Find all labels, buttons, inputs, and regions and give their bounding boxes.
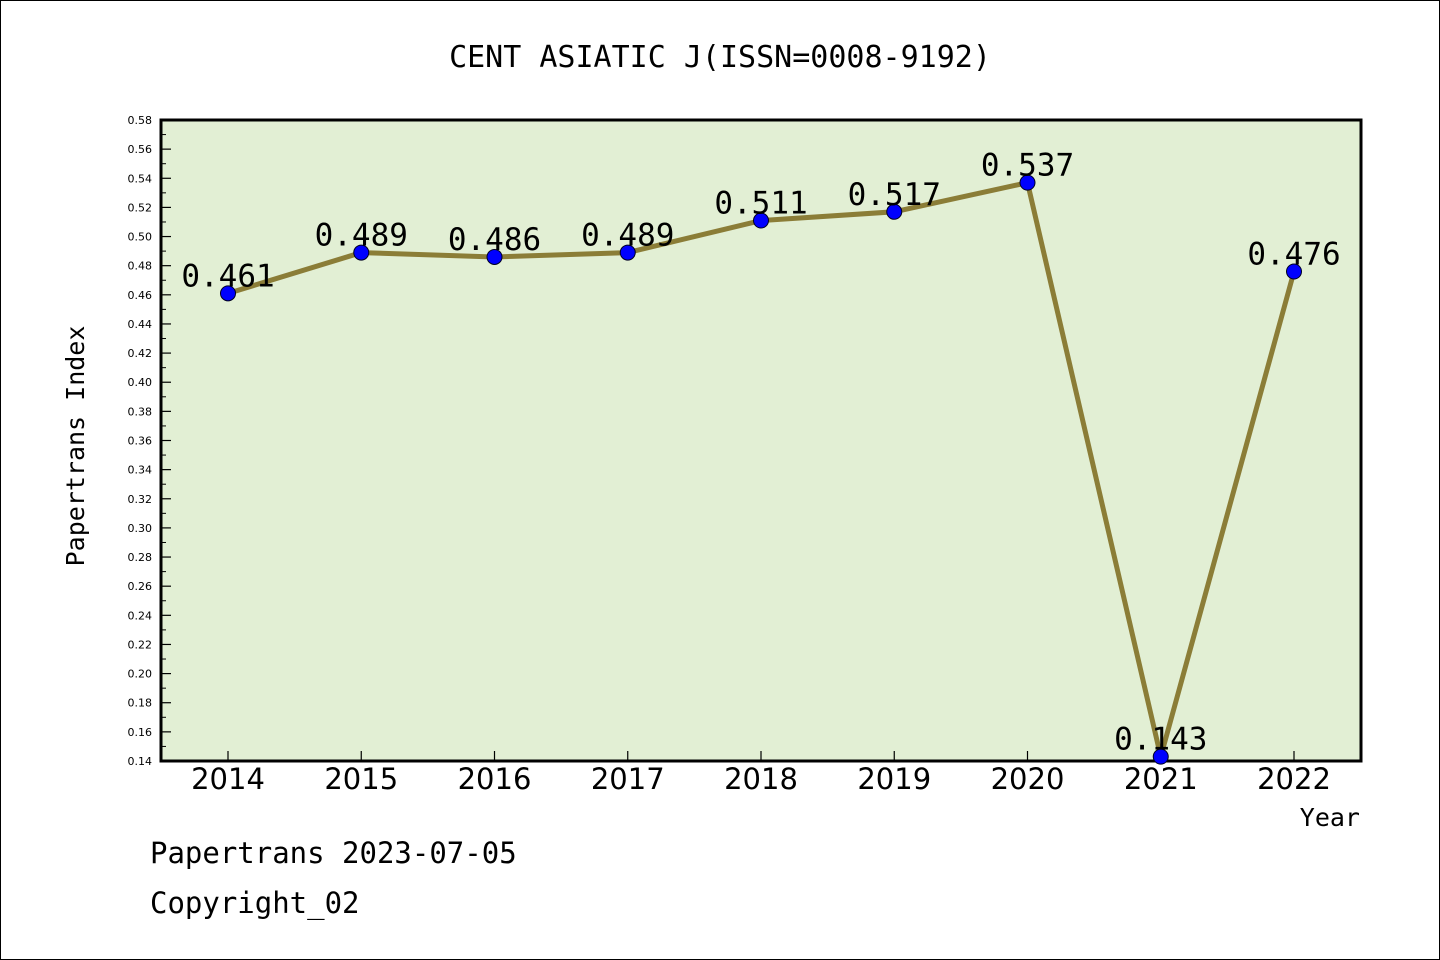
y-tick-label: 0.46 — [128, 289, 153, 302]
chart-title: CENT ASIATIC J(ISSN=0008-9192) — [449, 40, 991, 75]
y-axis: 0.14 0.16 0.18 0.20 0.22 0.24 0.26 0.28 0.30 0.32… — [128, 114, 171, 768]
y-tick-label: 0.28 — [128, 551, 153, 564]
y-tick-label: 0.50 — [128, 231, 153, 244]
data-label: 0.511 — [714, 186, 807, 222]
y-tick-label: 0.34 — [128, 464, 153, 477]
data-label: 0.489 — [315, 218, 408, 254]
footer-copyright: Copyright_02 — [150, 886, 360, 920]
x-axis: 2014 2015 2016 2017 2018 2019 2020 2021 2022 — [191, 751, 1331, 796]
y-tick-label: 0.38 — [128, 405, 153, 418]
y-tick-label: 0.16 — [128, 726, 153, 739]
x-tick-label: 2016 — [458, 762, 532, 796]
x-tick-label: 2021 — [1124, 762, 1198, 796]
data-point — [753, 212, 769, 229]
data-label: 0.517 — [848, 177, 941, 213]
data-label: 0.486 — [448, 222, 541, 258]
data-point — [1152, 748, 1169, 765]
data-label: 0.476 — [1247, 237, 1340, 273]
data-point — [220, 285, 236, 302]
y-tick-label: 0.14 — [128, 755, 153, 768]
x-tick-label: 2020 — [991, 762, 1065, 796]
data-point — [1286, 263, 1302, 280]
data-labels: 0.461 0.489 0.486 0.489 0.511 0.517 0.537 0.143… — [181, 148, 1340, 758]
y-tick-label: 0.40 — [128, 376, 153, 389]
data-label: 0.537 — [981, 148, 1074, 184]
y-tick-label: 0.56 — [128, 143, 153, 156]
x-tick-label: 2018 — [724, 762, 798, 796]
data-point — [619, 244, 636, 261]
y-tick-label: 0.58 — [128, 114, 153, 127]
y-tick-label: 0.36 — [128, 435, 153, 448]
y-tick-label: 0.54 — [128, 172, 153, 185]
x-tick-label: 2015 — [324, 762, 398, 796]
y-tick-label: 0.18 — [128, 697, 153, 710]
data-label: 0.489 — [581, 218, 674, 254]
data-point — [353, 244, 370, 261]
y-tick-label: 0.20 — [128, 668, 153, 681]
data-points — [220, 174, 1302, 765]
y-tick-label: 0.22 — [128, 638, 153, 651]
x-tick-label: 2019 — [857, 762, 931, 796]
y-tick-label: 0.48 — [128, 260, 153, 273]
y-tick-label: 0.26 — [128, 580, 153, 593]
data-label: 0.461 — [181, 258, 274, 294]
data-point — [886, 203, 903, 220]
x-axis-label: Year — [1300, 803, 1360, 832]
y-axis-label: Papertrans Index — [61, 326, 90, 567]
y-tick-label: 0.52 — [128, 201, 153, 214]
x-tick-label: 2022 — [1257, 762, 1331, 796]
y-tick-label: 0.42 — [128, 347, 153, 360]
footer-date: Papertrans 2023-07-05 — [150, 836, 517, 870]
y-tick-label: 0.30 — [128, 522, 153, 535]
data-point — [486, 248, 503, 265]
x-tick-label: 2017 — [591, 762, 665, 796]
data-label: 0.143 — [1114, 722, 1207, 758]
x-tick-label: 2014 — [191, 762, 265, 796]
y-tick-label: 0.32 — [128, 493, 153, 506]
data-point — [1019, 174, 1036, 191]
y-tick-label: 0.44 — [128, 318, 153, 331]
y-tick-label: 0.24 — [128, 609, 153, 622]
